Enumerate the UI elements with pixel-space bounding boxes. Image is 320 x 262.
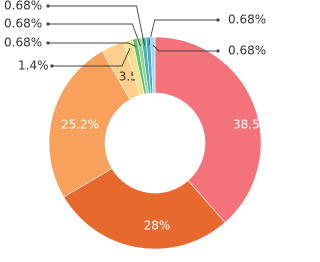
data-label: 0.68% bbox=[228, 44, 266, 58]
donut-slice bbox=[154, 36, 262, 223]
leader-line bbox=[48, 5, 145, 46]
leader-line bbox=[48, 23, 141, 47]
data-label: 0.68% bbox=[228, 13, 266, 27]
leader-line bbox=[152, 44, 218, 52]
leader-dot bbox=[46, 41, 50, 45]
data-label: 28% bbox=[144, 219, 171, 233]
leader-line bbox=[48, 42, 137, 48]
chart: 38.5%28%25.2%3.5%1.4%0.68%0.68%0.68%0.68… bbox=[4, 0, 271, 250]
leader-dot bbox=[46, 22, 50, 26]
donut-slice bbox=[48, 50, 131, 198]
data-label: 25.2% bbox=[61, 118, 99, 132]
leader-dot bbox=[216, 18, 220, 22]
leader-dot bbox=[216, 49, 220, 53]
donut-slice bbox=[150, 36, 156, 94]
leader-dot bbox=[50, 64, 54, 68]
leader-dot bbox=[46, 4, 50, 8]
data-label: 0.68% bbox=[4, 0, 42, 13]
data-label: 1.4% bbox=[18, 59, 49, 73]
data-label: 38.5% bbox=[233, 118, 271, 132]
leader-line bbox=[52, 48, 131, 67]
data-label: 0.68% bbox=[4, 17, 42, 31]
data-label: 0.68% bbox=[4, 36, 42, 50]
donut-slice bbox=[63, 168, 226, 250]
